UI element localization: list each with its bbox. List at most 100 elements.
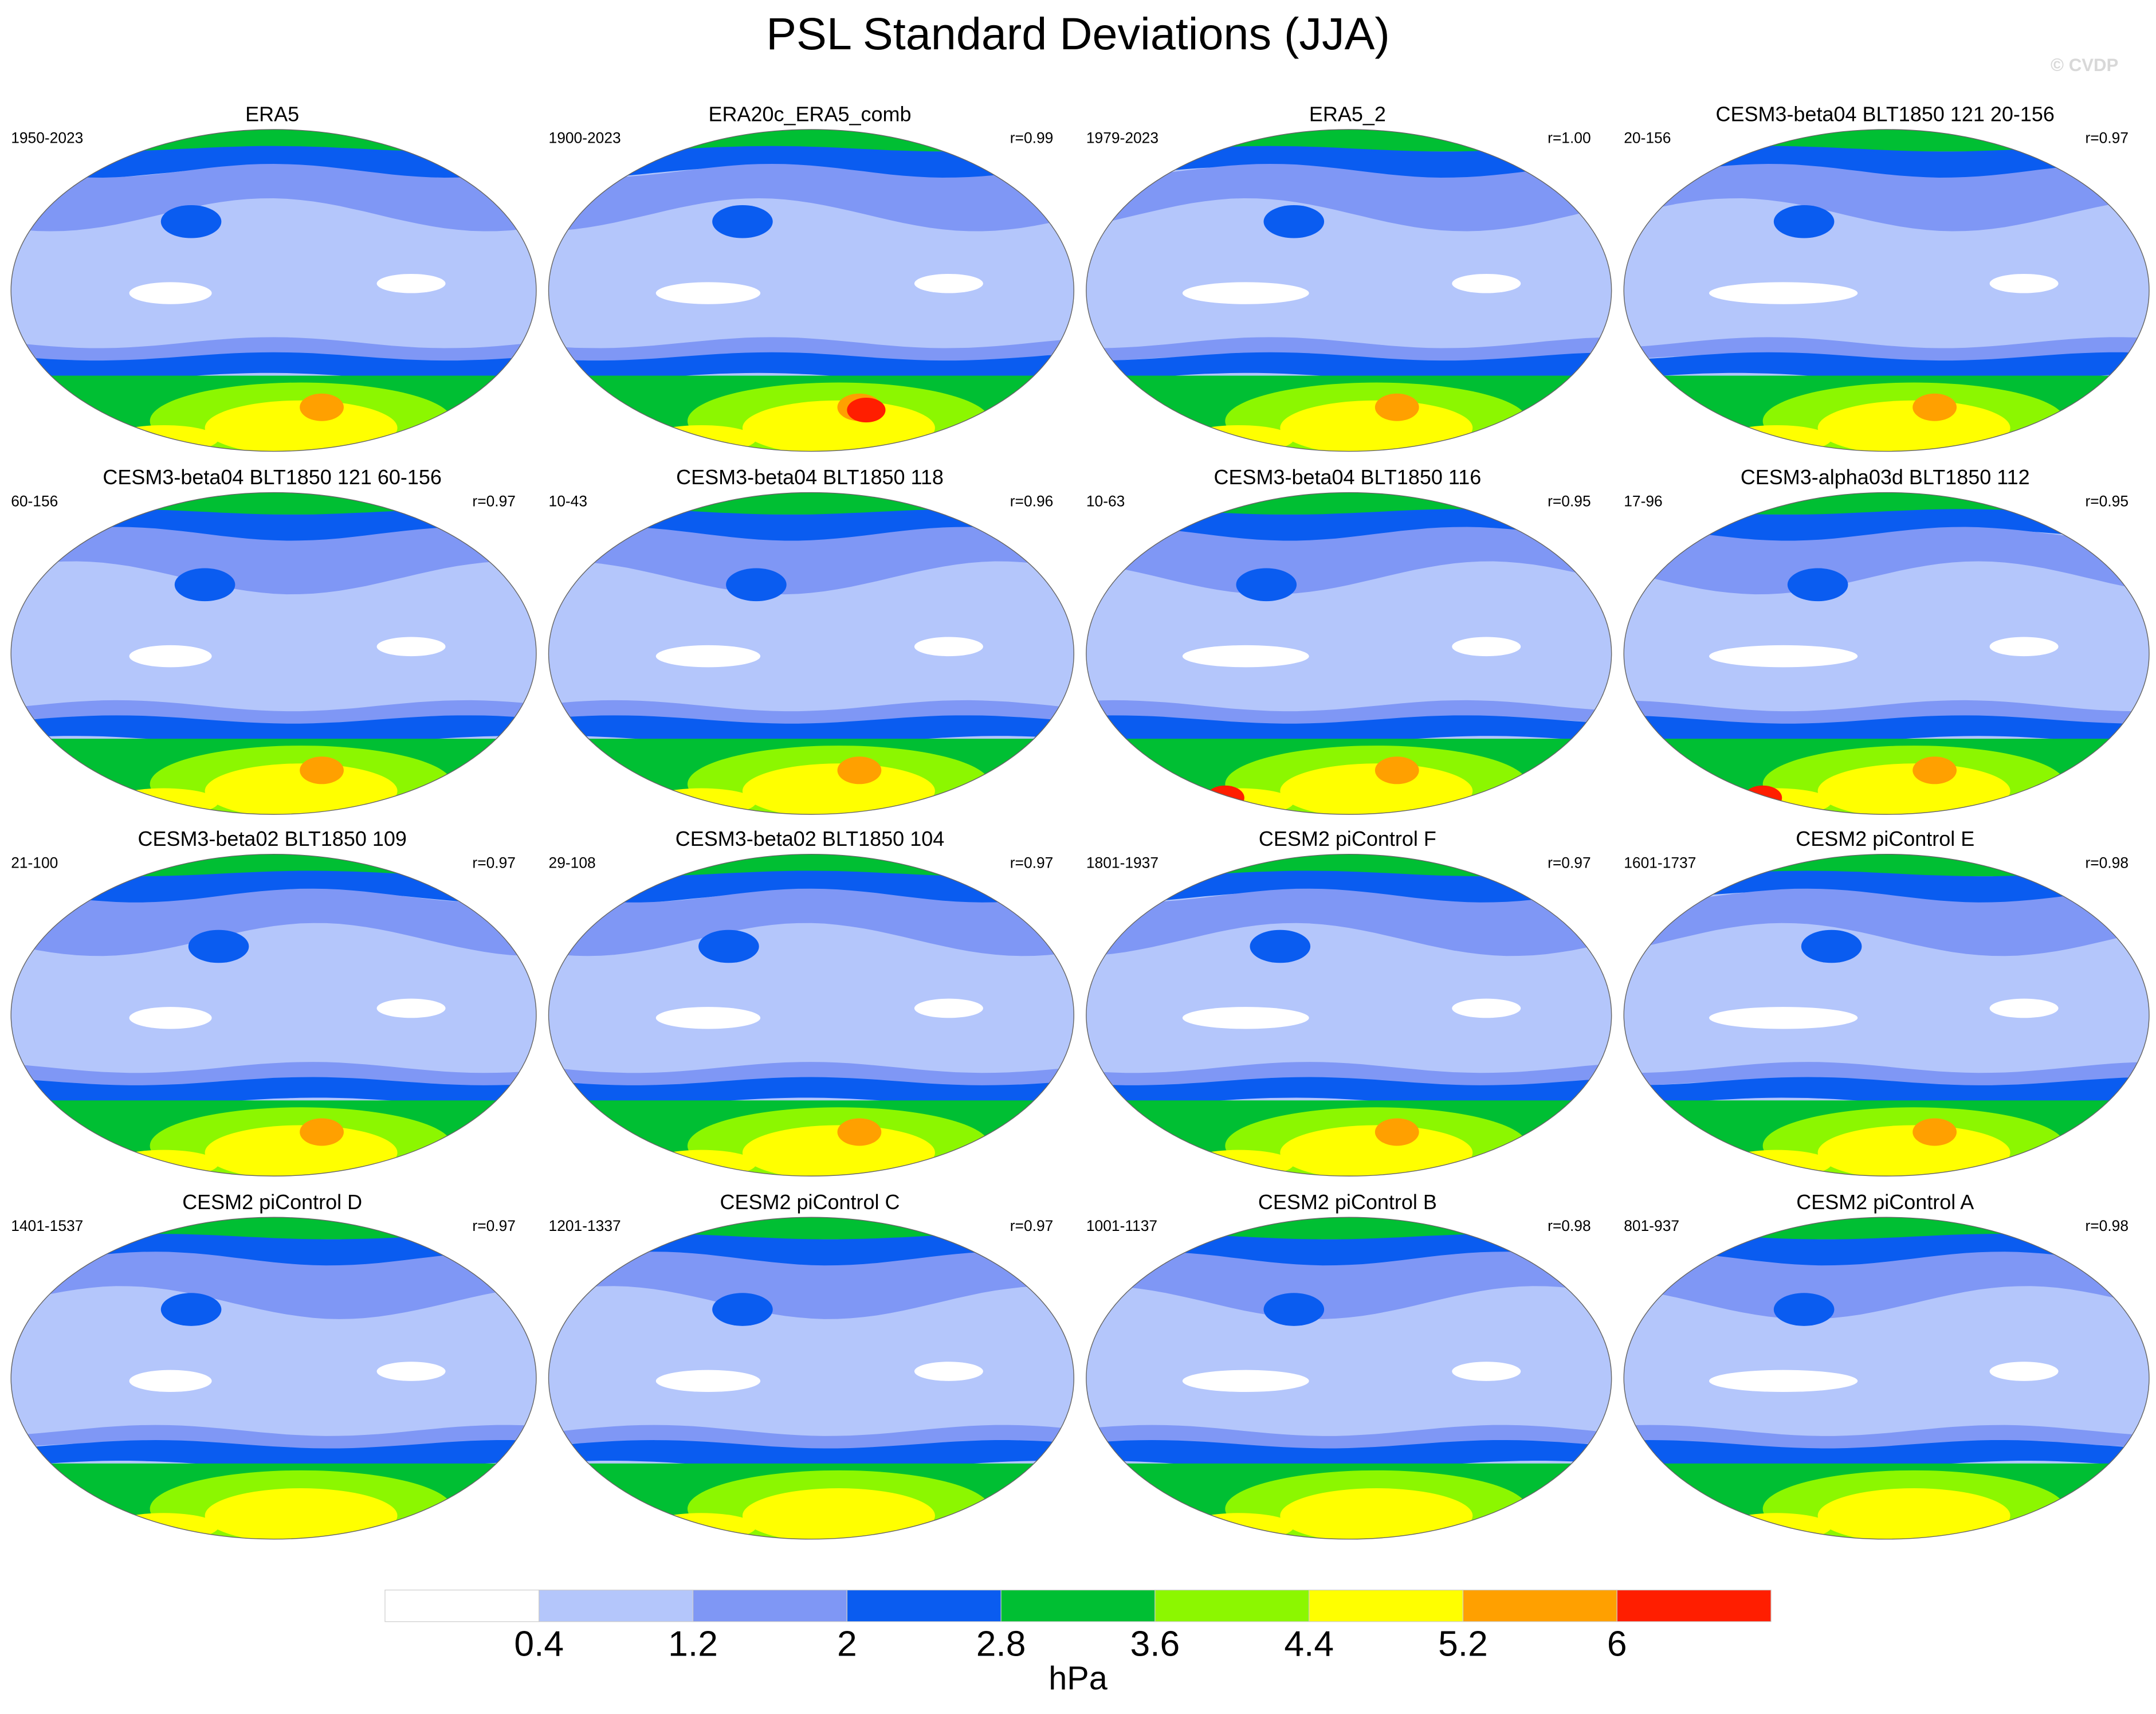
map-region [1817,400,2010,452]
map-region [1086,870,1612,905]
map-region [548,1217,1074,1240]
map-outline [10,492,537,815]
map-region [548,527,1074,595]
panel-title: CESM2 piControl E [1796,827,1974,850]
map-region [129,282,212,304]
map-region [847,397,886,423]
panel-years: 1001-1137 [1086,1217,1157,1234]
map-region [11,146,536,181]
panel-title: CESM3-beta04 BLT1850 121 20-156 [1715,102,2054,125]
map-panel: CESM2 piControl F 1801-1937 r=0.97 [1086,827,1612,1176]
map-region [1086,1217,1612,1240]
map-outline [1623,1217,2150,1540]
panel-correlation: r=1.00 [1548,130,1591,147]
map [1624,1217,2150,1539]
panel-correlation: r=0.95 [2085,492,2128,509]
map-region [11,1425,536,1452]
map-region [1205,785,1244,810]
colorbar-label: 2 [837,1625,857,1664]
map-region [1743,785,1782,810]
map-region [1721,425,1832,452]
map-region [1624,888,2150,956]
map-region [655,1370,761,1393]
colorbar-box [1309,1590,1464,1622]
map-panel: CESM2 piControl D 1401-1537 r=0.97 [10,1190,537,1540]
map-region [108,788,219,815]
map-region [1912,756,1957,785]
map-region [1236,568,1297,602]
map-region [376,273,446,293]
panel-correlation: r=0.96 [1010,492,1054,509]
panel-correlation: r=0.98 [2085,854,2128,871]
map [548,492,1074,815]
map-outline [1086,492,1612,815]
panel-years: 10-63 [1086,492,1125,509]
map-region [914,273,983,293]
map-region [548,146,1074,181]
map-region [1250,929,1311,963]
map-region [712,1293,773,1326]
map-outline [1623,492,2150,815]
map-region [1184,1150,1294,1176]
map-region [11,888,536,956]
map-region [1817,763,2010,815]
map-outline [548,129,1075,452]
map-region [1086,163,1612,232]
colorbar-box [384,1590,540,1622]
map-region [1624,527,2150,595]
map-region [108,425,219,452]
panel-title: CESM2 piControl D [182,1190,362,1214]
map-region [1624,1062,2150,1088]
map-region [698,929,759,963]
map-region [1624,870,2150,905]
panel-years: 1979-2023 [1086,130,1158,147]
map-region [1280,400,1473,452]
colorbar-box [1462,1590,1617,1622]
map-outline [548,853,1075,1176]
panel-title: ERA20c_ERA5_comb [709,102,912,125]
map-region [1086,1252,1612,1319]
map-region [376,637,446,657]
map-region [1989,998,2059,1018]
map-region [655,1007,761,1029]
colorbar-label: 0.4 [514,1625,564,1664]
map-region [1452,273,1521,293]
map-region [1709,1370,1858,1393]
map-panel: CESM2 piControl C 1201-1337 r=0.97 [548,1190,1075,1540]
colorbar-label: 4.4 [1284,1625,1334,1664]
map-region [1086,527,1612,595]
map-region [1624,1425,2150,1452]
map-outline [1623,853,2150,1176]
map-outline [548,492,1075,815]
map-region [1989,273,2059,293]
map-region [837,1118,882,1146]
panel-title: ERA5 [245,102,299,125]
panel-years: 29-108 [549,854,596,871]
map-region [11,1252,536,1319]
map [1086,129,1612,452]
colorbar-box [1616,1590,1772,1622]
map-region [1989,637,2059,657]
panel-correlation: r=0.97 [472,492,516,509]
map-region [1182,1007,1309,1029]
map-region [11,1217,536,1240]
panel-title: CESM2 piControl F [1259,827,1436,850]
map-region [1817,1488,2010,1539]
panel-title: CESM2 piControl C [720,1190,900,1214]
panel-years: 17-96 [1624,492,1662,509]
map [548,1217,1074,1539]
map-region [1989,1362,2059,1381]
map-region [1182,1370,1309,1393]
map-region [548,888,1074,956]
map [11,1217,536,1539]
map-region [1721,1150,1832,1176]
map-region [129,1370,212,1393]
map-region [205,1125,398,1176]
colorbar: 0.4 1.2 2 2.8 3.6 4.4 5.2 6 hPa [384,1590,1772,1697]
map-region [1721,1513,1832,1539]
map-region [914,998,983,1018]
panel-title: CESM2 piControl B [1258,1190,1437,1214]
panel-years: 21-100 [11,854,58,871]
map-region [1773,1293,1835,1326]
